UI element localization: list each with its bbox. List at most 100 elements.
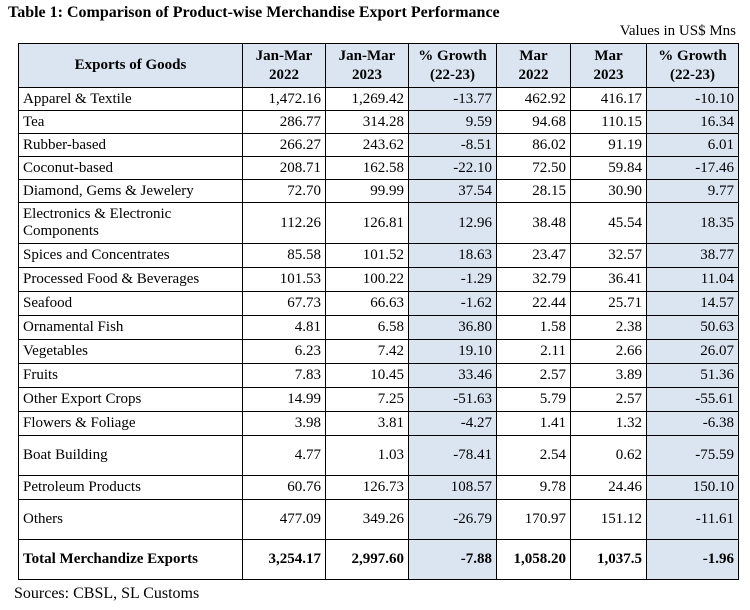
table-title: Table 1: Comparison of Product-wise Merc…: [8, 4, 500, 21]
cell-g1: -51.63: [408, 387, 497, 412]
cell-m22: 94.68: [496, 110, 571, 134]
cell-g2: 6.01: [646, 133, 739, 157]
cell-m22: 9.78: [496, 475, 571, 500]
cell-jm23: 162.58: [325, 156, 409, 180]
cell-jm22: 7.83: [242, 363, 326, 388]
cell-g2: -11.61: [646, 499, 739, 540]
cell-jm22: 4.77: [242, 435, 326, 476]
header-mar2022: Mar 2022: [496, 43, 571, 88]
cell-g2: 26.07: [646, 339, 739, 364]
cell-g2: 9.77: [646, 179, 739, 203]
cell-g1: -13.77: [408, 87, 497, 111]
cell-m23: 0.62: [570, 435, 647, 476]
cell-m22: 2.54: [496, 435, 571, 476]
cell-jm22: 3.98: [242, 411, 326, 436]
cell-m23: 1,037.5: [570, 539, 647, 580]
header-jm2023: Jan-Mar 2023: [325, 43, 409, 88]
header-mar2023: Mar 2023: [570, 43, 647, 88]
cell-name: Spices and Concentrates: [18, 243, 243, 268]
cell-name: Boat Building: [18, 435, 243, 476]
cell-m22: 5.79: [496, 387, 571, 412]
cell-g2: -6.38: [646, 411, 739, 436]
cell-m22: 1.58: [496, 315, 571, 340]
cell-g1: 9.59: [408, 110, 497, 134]
table-row: Boat Building 4.77 1.03 -78.41 2.54 0.62 -75.5…: [18, 435, 739, 476]
cell-m22: 22.44: [496, 291, 571, 316]
cell-m23: 91.19: [570, 133, 647, 157]
cell-jm23: 99.99: [325, 179, 409, 203]
cell-g1: -26.79: [408, 499, 497, 540]
cell-jm22: 477.09: [242, 499, 326, 540]
cell-g2: 38.77: [646, 243, 739, 268]
cell-name: Diamond, Gems & Jewelery: [18, 179, 243, 203]
cell-m23: 110.15: [570, 110, 647, 134]
cell-jm23: 7.42: [325, 339, 409, 364]
cell-jm23: 314.28: [325, 110, 409, 134]
table-row: Diamond, Gems & Jewelery 72.70 99.99 37.54 2…: [18, 179, 739, 203]
cell-g1: -7.88: [408, 539, 497, 580]
table-row: Flowers & Foliage 3.98 3.81 -4.27 1.41 1.32 -6…: [18, 411, 739, 436]
cell-m22: 32.79: [496, 267, 571, 292]
cell-g1: 19.10: [408, 339, 497, 364]
table-row: Fruits 7.83 10.45 33.46 2.57 3.89 51.36: [18, 363, 739, 388]
cell-jm23: 100.22: [325, 267, 409, 292]
cell-name: Petroleum Products: [18, 475, 243, 500]
cell-g2: 18.35: [646, 202, 739, 244]
total-row: Total Merchandize Exports 3,254.17 2,997.6…: [18, 539, 739, 580]
table-row: Apparel & Textile 1,472.16 1,269.42 -13.77 4…: [18, 87, 739, 111]
cell-g2: -55.61: [646, 387, 739, 412]
cell-m23: 2.38: [570, 315, 647, 340]
cell-m23: 36.41: [570, 267, 647, 292]
cell-m23: 3.89: [570, 363, 647, 388]
cell-jm22: 60.76: [242, 475, 326, 500]
cell-m23: 1.32: [570, 411, 647, 436]
cell-jm23: 1.03: [325, 435, 409, 476]
cell-g1: -4.27: [408, 411, 497, 436]
cell-g2: -10.10: [646, 87, 739, 111]
cell-name: Total Merchandize Exports: [18, 539, 243, 580]
source-note: Sources: CBSL, SL Customs: [14, 585, 200, 602]
cell-jm22: 6.23: [242, 339, 326, 364]
cell-name: Flowers & Foliage: [18, 411, 243, 436]
cell-m23: 30.90: [570, 179, 647, 203]
cell-jm22: 101.53: [242, 267, 326, 292]
cell-jm23: 126.81: [325, 202, 409, 244]
cell-jm23: 7.25: [325, 387, 409, 412]
cell-name: Vegetables: [18, 339, 243, 364]
cell-name: Seafood: [18, 291, 243, 316]
cell-m23: 25.71: [570, 291, 647, 316]
cell-jm22: 112.26: [242, 202, 326, 244]
cell-m22: 2.11: [496, 339, 571, 364]
cell-name: Processed Food & Beverages: [18, 267, 243, 292]
cell-g1: -1.62: [408, 291, 497, 316]
cell-jm22: 266.27: [242, 133, 326, 157]
cell-name: Rubber-based: [18, 133, 243, 157]
table-row: Other Export Crops 14.99 7.25 -51.63 5.79 2.5…: [18, 387, 739, 412]
cell-jm23: 6.58: [325, 315, 409, 340]
cell-g2: 51.36: [646, 363, 739, 388]
cell-m22: 86.02: [496, 133, 571, 157]
cell-g2: -1.96: [646, 539, 739, 580]
table-row: Electronics & Electronic Components 112.2…: [18, 202, 739, 244]
cell-jm23: 101.52: [325, 243, 409, 268]
cell-g1: -22.10: [408, 156, 497, 180]
cell-name: Electronics & Electronic Components: [18, 202, 243, 244]
units-note: Values in US$ Mns: [619, 23, 736, 39]
cell-name: Fruits: [18, 363, 243, 388]
cell-jm23: 1,269.42: [325, 87, 409, 111]
cell-m22: 1.41: [496, 411, 571, 436]
table-row: Vegetables 6.23 7.42 19.10 2.11 2.66 26.07: [18, 339, 739, 364]
cell-jm22: 286.77: [242, 110, 326, 134]
cell-name: Ornamental Fish: [18, 315, 243, 340]
cell-m22: 1,058.20: [496, 539, 571, 580]
cell-g1: 18.63: [408, 243, 497, 268]
cell-jm23: 66.63: [325, 291, 409, 316]
table-row: Seafood 67.73 66.63 -1.62 22.44 25.71 14.57: [18, 291, 739, 316]
table-row: Ornamental Fish 4.81 6.58 36.80 1.58 2.38 50.6…: [18, 315, 739, 340]
cell-g1: 108.57: [408, 475, 497, 500]
cell-m22: 28.15: [496, 179, 571, 203]
cell-jm22: 85.58: [242, 243, 326, 268]
cell-jm23: 3.81: [325, 411, 409, 436]
cell-g2: 11.04: [646, 267, 739, 292]
cell-m23: 151.12: [570, 499, 647, 540]
